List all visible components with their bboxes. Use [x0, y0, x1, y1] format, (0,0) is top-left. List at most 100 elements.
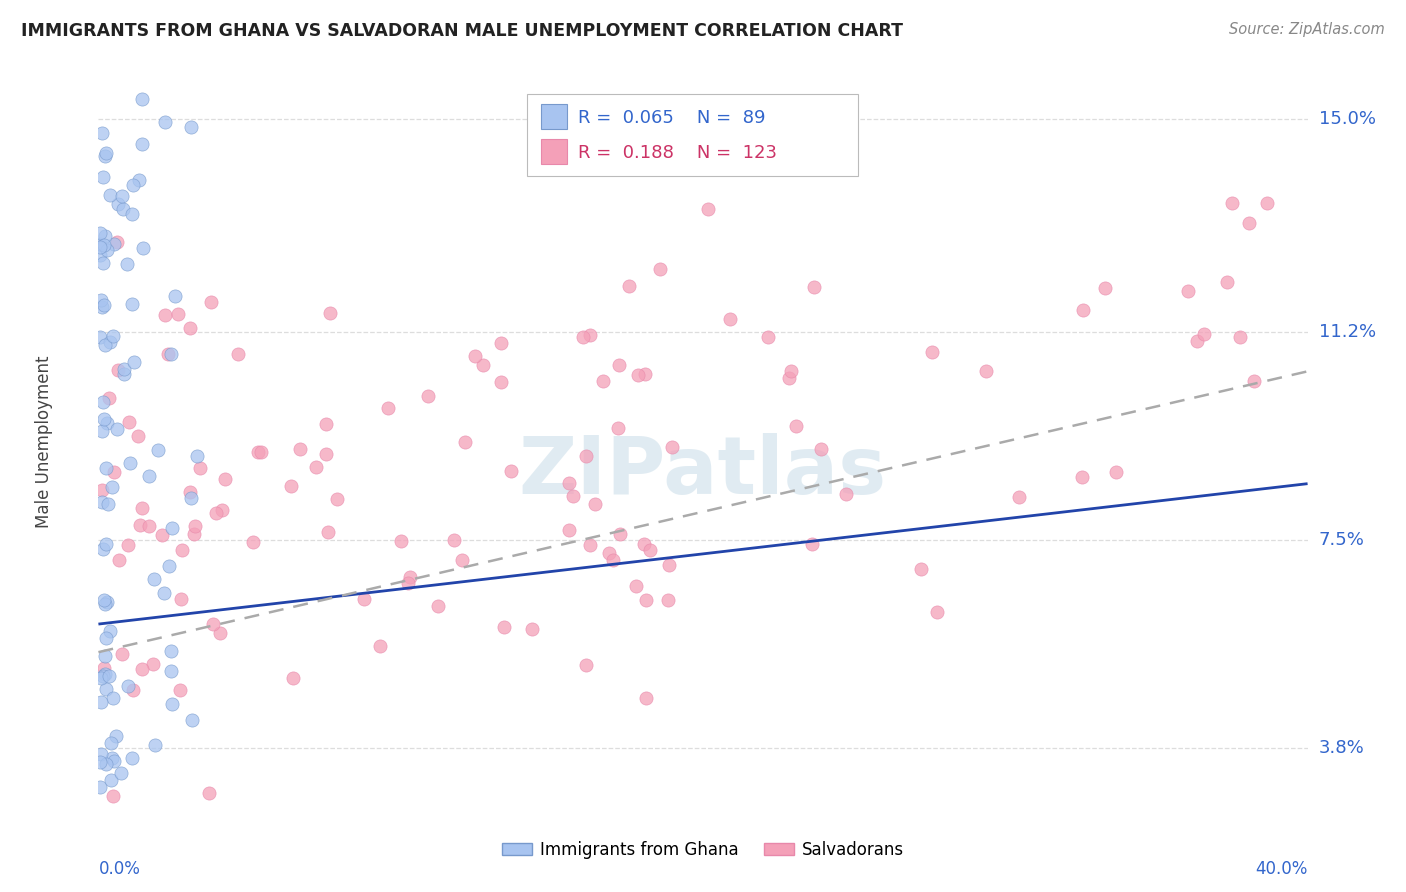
Point — [179, 485, 201, 500]
Point — [186, 449, 208, 463]
Text: IMMIGRANTS FROM GHANA VS SALVADORAN MALE UNEMPLOYMENT CORRELATION CHART: IMMIGRANTS FROM GHANA VS SALVADORAN MALE… — [21, 22, 903, 40]
Point — [250, 445, 273, 459]
Point — [96, 416, 118, 430]
Text: ZIPatlas: ZIPatlas — [519, 433, 887, 511]
Point — [105, 422, 128, 436]
Point — [658, 558, 681, 572]
Point — [370, 639, 392, 653]
Point — [94, 460, 117, 475]
Point — [157, 559, 180, 574]
Point — [416, 389, 439, 403]
Point — [499, 464, 522, 478]
Text: 7.5%: 7.5% — [1319, 531, 1365, 549]
Point — [609, 526, 631, 541]
Point — [89, 240, 111, 254]
Point — [214, 472, 236, 486]
Point — [89, 227, 111, 241]
Point — [96, 594, 118, 608]
Point — [96, 757, 118, 772]
Point — [94, 597, 117, 611]
Point — [636, 592, 658, 607]
Point — [280, 478, 302, 492]
Point — [627, 368, 650, 382]
Point — [1243, 375, 1265, 389]
Point — [98, 668, 121, 682]
Point — [110, 765, 132, 780]
Point — [156, 347, 179, 361]
Point — [921, 344, 943, 359]
Point — [803, 280, 825, 294]
Point — [201, 616, 224, 631]
Point — [91, 425, 114, 439]
Point — [464, 349, 486, 363]
Point — [101, 691, 124, 706]
Point — [122, 682, 145, 697]
Point — [607, 359, 630, 373]
Point — [242, 534, 264, 549]
Point — [131, 92, 153, 106]
Point — [94, 228, 117, 243]
Point — [180, 491, 202, 505]
Point — [96, 537, 118, 551]
Point — [396, 575, 419, 590]
Point — [122, 178, 145, 192]
Point — [91, 495, 114, 509]
Point — [316, 525, 339, 540]
Point — [93, 149, 115, 163]
Point — [90, 747, 112, 761]
Point — [179, 321, 201, 335]
Point — [89, 248, 111, 262]
Point — [602, 553, 624, 567]
Point — [89, 780, 111, 794]
Point — [94, 648, 117, 663]
Point — [101, 789, 124, 803]
Point — [180, 713, 202, 727]
Point — [131, 501, 153, 516]
Point — [617, 278, 640, 293]
Point — [169, 592, 191, 607]
Point — [153, 114, 176, 128]
Point — [1222, 195, 1244, 210]
Point — [756, 330, 779, 344]
Point — [104, 729, 127, 743]
Point — [634, 368, 657, 382]
Point — [97, 497, 120, 511]
Text: Source: ZipAtlas.com: Source: ZipAtlas.com — [1229, 22, 1385, 37]
Point — [183, 526, 205, 541]
Point — [94, 337, 117, 351]
Point — [399, 570, 422, 584]
Point — [121, 751, 143, 765]
Point — [1216, 275, 1239, 289]
Point — [211, 503, 233, 517]
Point — [184, 519, 207, 533]
Point — [579, 328, 602, 343]
Point — [94, 667, 117, 681]
Point — [1194, 327, 1216, 342]
Point — [718, 311, 741, 326]
Point — [93, 661, 115, 675]
Point — [93, 542, 115, 557]
Point — [315, 417, 337, 432]
Point — [96, 244, 118, 258]
Point — [165, 289, 187, 303]
Point — [208, 625, 231, 640]
Point — [101, 481, 124, 495]
Point — [93, 298, 115, 312]
Point — [288, 442, 311, 456]
Point — [103, 754, 125, 768]
Point — [910, 562, 932, 576]
Text: 11.2%: 11.2% — [1319, 323, 1376, 341]
Point — [636, 690, 658, 705]
Point — [127, 429, 149, 443]
Point — [89, 755, 111, 769]
Point — [89, 671, 111, 685]
Point — [575, 449, 598, 463]
Point — [100, 772, 122, 787]
Point — [800, 536, 823, 550]
Point — [633, 537, 655, 551]
Point — [315, 447, 337, 461]
Point — [305, 459, 328, 474]
Point — [138, 518, 160, 533]
Point — [96, 146, 118, 161]
Point — [810, 442, 832, 456]
